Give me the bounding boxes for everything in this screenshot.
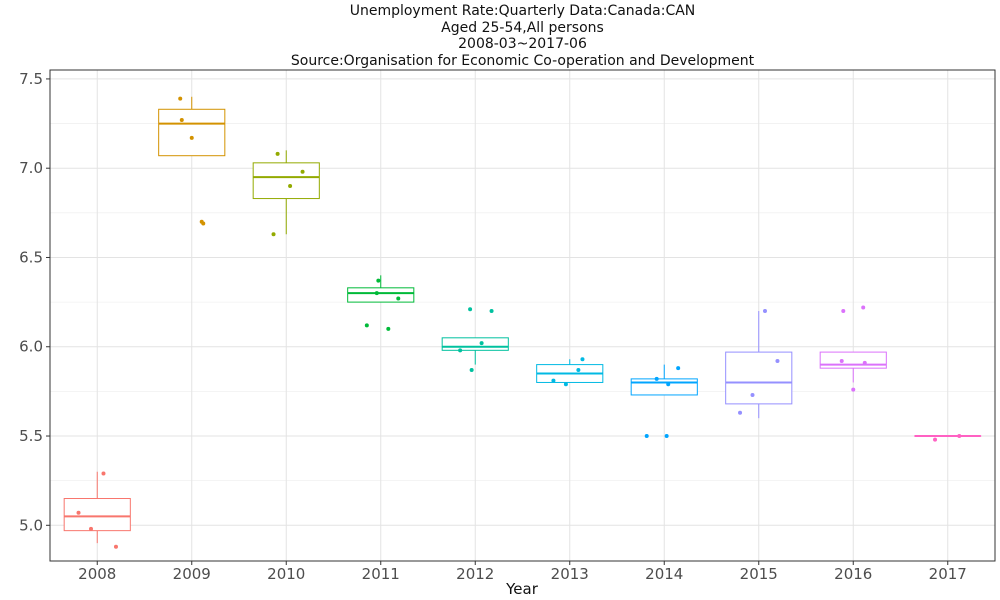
data-point	[113, 544, 118, 549]
chart-title-line-4: Source:Organisation for Economic Co-oper…	[290, 52, 755, 69]
data-point	[89, 526, 94, 531]
data-point	[664, 434, 669, 439]
box-iqr	[252, 162, 320, 200]
box-iqr	[441, 337, 509, 351]
data-point	[841, 309, 846, 314]
y-tick-label: 6.5	[19, 248, 43, 266]
box-2014	[630, 364, 698, 396]
data-point	[933, 437, 938, 442]
box-2013	[536, 359, 604, 383]
data-point	[644, 434, 649, 439]
x-tick-label: 2012	[456, 565, 494, 583]
data-point	[469, 367, 474, 372]
box-iqr	[347, 287, 415, 303]
data-point	[563, 382, 568, 387]
data-point	[374, 291, 379, 296]
y-tick-label: 5.0	[19, 516, 43, 534]
data-point	[576, 367, 581, 372]
data-point	[666, 382, 671, 387]
data-point	[738, 410, 743, 415]
data-point	[376, 278, 381, 283]
x-tick-label: 2017	[929, 565, 967, 583]
data-point	[271, 232, 276, 237]
data-point	[396, 296, 401, 301]
axis-layer: 5.0 5.5 6.0 6.5 7.0 7.5 2008 2009 2010 2011 2012 20…	[19, 70, 967, 583]
box-2011	[347, 275, 415, 303]
data-point	[489, 309, 494, 314]
data-point	[76, 510, 81, 515]
box-iqr	[819, 351, 887, 369]
chart-title-line-1: Unemployment Rate:Quarterly Data:Canada:…	[349, 3, 696, 19]
data-point	[275, 151, 280, 156]
x-tick-label: 2015	[740, 565, 778, 583]
box-iqr	[725, 351, 793, 405]
box-2009	[158, 96, 226, 157]
data-point	[179, 117, 184, 122]
data-point	[178, 96, 183, 101]
x-axis-title: Year	[505, 580, 539, 598]
data-point	[364, 323, 369, 328]
data-point	[468, 307, 473, 312]
data-point	[676, 366, 681, 371]
data-point	[551, 378, 556, 383]
chart-title-line-2: Aged 25-54,All persons	[441, 19, 604, 36]
box-iqr	[630, 378, 698, 396]
box-2015	[725, 311, 793, 419]
data-point	[288, 184, 293, 189]
box-2016	[819, 351, 887, 383]
chart-title-line-3: 2008-03~2017-06	[458, 36, 587, 52]
y-tick-label: 7.0	[19, 159, 43, 177]
data-point	[862, 360, 867, 365]
data-point	[654, 376, 659, 381]
x-tick-label: 2008	[78, 565, 116, 583]
chart-title: Unemployment Rate:Quarterly Data:Canada:…	[50, 3, 995, 69]
data-point	[839, 359, 844, 364]
data-point	[762, 309, 767, 314]
data-point	[479, 341, 484, 346]
box-iqr	[63, 498, 131, 532]
box-2012	[441, 337, 509, 365]
y-tick-label: 5.5	[19, 427, 43, 445]
data-point	[189, 135, 194, 140]
data-point	[201, 221, 206, 226]
x-tick-label: 2009	[173, 565, 211, 583]
data-layer	[63, 96, 982, 549]
y-tick-label: 6.0	[19, 338, 43, 356]
y-tick-label: 7.5	[19, 70, 43, 88]
x-tick-label: 2016	[834, 565, 872, 583]
grid-layer	[50, 70, 995, 561]
data-point	[957, 434, 962, 439]
plot-panel-border	[49, 69, 996, 562]
x-tick-label: 2013	[551, 565, 589, 583]
data-point	[580, 357, 585, 362]
data-point	[101, 471, 106, 476]
data-point	[300, 169, 305, 174]
data-point	[775, 359, 780, 364]
box-iqr	[158, 108, 226, 157]
data-point	[861, 305, 866, 310]
box-2010	[252, 150, 320, 235]
x-tick-label: 2010	[267, 565, 305, 583]
data-point	[851, 387, 856, 392]
data-point	[386, 326, 391, 331]
x-tick-label: 2014	[645, 565, 683, 583]
x-tick-label: 2011	[362, 565, 400, 583]
box-2008	[63, 471, 131, 544]
data-point	[458, 348, 463, 353]
data-point	[750, 392, 755, 397]
